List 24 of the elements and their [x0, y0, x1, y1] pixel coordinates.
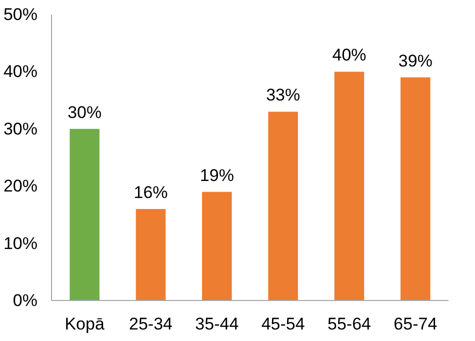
bar: [136, 208, 166, 300]
y-tick-label: 50%: [3, 5, 38, 24]
y-tick-label: 40%: [3, 62, 38, 82]
x-tick-label: Kopā: [64, 314, 105, 334]
x-tick-label: 25-34: [129, 314, 172, 334]
y-tick-label: 20%: [3, 176, 38, 196]
x-tick-label: 35-44: [195, 314, 239, 334]
y-tick-label: 0%: [12, 291, 38, 310]
bar: [400, 77, 430, 300]
x-tick-label: 65-74: [394, 314, 438, 334]
x-tick-label: 45-54: [261, 314, 305, 334]
x-tick-label: 55-64: [328, 314, 371, 334]
bar: [70, 128, 100, 300]
bar: [202, 192, 232, 300]
y-tick-label: 30%: [3, 119, 38, 138]
bar: [334, 72, 364, 300]
data-label: 19%: [200, 166, 234, 185]
data-label: 39%: [398, 51, 432, 70]
data-label: 33%: [266, 86, 300, 105]
data-label: 40%: [332, 46, 366, 65]
data-label: 16%: [134, 182, 168, 202]
bar: [268, 112, 298, 300]
y-tick-label: 10%: [3, 234, 38, 253]
data-label: 30%: [68, 102, 102, 122]
